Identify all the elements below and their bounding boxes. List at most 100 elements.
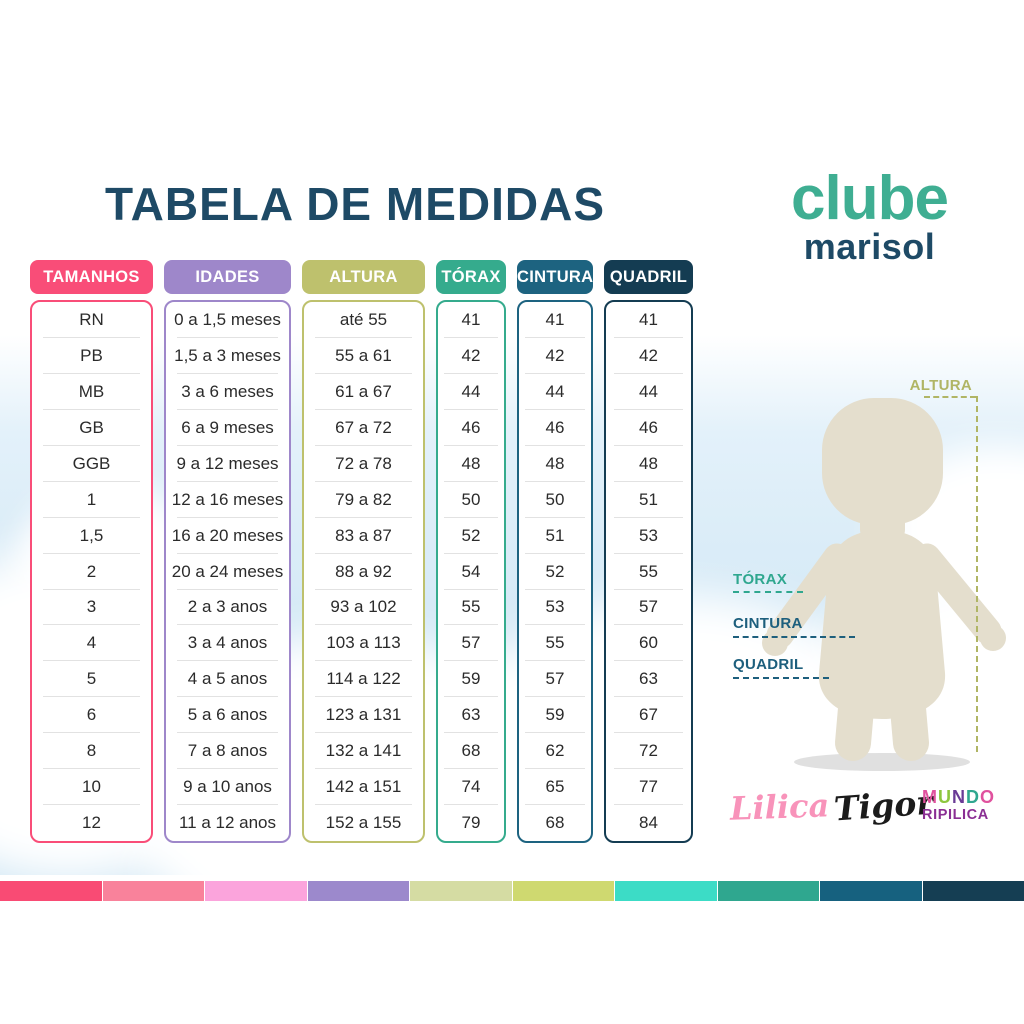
cell-cintura-3: 46 — [519, 410, 591, 446]
cell-altura-5: 79 a 82 — [304, 482, 423, 518]
cell-tamanhos-10: 5 — [32, 661, 151, 698]
figure-label-torax: TÓRAX — [733, 571, 787, 588]
cell-tamanhos-2: MB — [32, 374, 151, 410]
cell-quadril-2: 44 — [606, 374, 691, 410]
bar-segment-7 — [717, 881, 819, 901]
cell-altura-3: 67 a 72 — [304, 410, 423, 446]
cell-quadril-1: 42 — [606, 338, 691, 374]
cell-cintura-11: 59 — [519, 697, 591, 734]
column-body-torax: 41 42 44 46 48 50 52 54 55 57 59 63 68 74 79 — [436, 300, 506, 843]
cell-tamanhos-6: 1,5 — [32, 518, 151, 554]
logo-marisol-text: marisol — [803, 226, 936, 267]
cell-altura-7: 88 a 92 — [304, 554, 423, 590]
cell-cintura-13: 65 — [519, 769, 591, 806]
bar-segment-4 — [410, 881, 512, 901]
brand-mundo-line2: RIPILICA — [922, 807, 989, 823]
cell-tamanhos-0: RN — [32, 302, 151, 338]
cell-cintura-4: 48 — [519, 446, 591, 482]
cell-torax-12: 68 — [438, 733, 504, 770]
cell-cintura-0: 41 — [519, 302, 591, 338]
column-header-idades: IDADES — [164, 260, 291, 294]
cell-tamanhos-8: 3 — [32, 590, 151, 626]
column-body-idades: 0 a 1,5 meses 1,5 a 3 meses 3 a 6 meses 6 a… — [164, 300, 291, 843]
cell-quadril-7: 55 — [606, 554, 691, 590]
cell-tamanhos-3: GB — [32, 410, 151, 446]
column-header-quadril: QUADRIL — [604, 260, 693, 294]
cell-altura-11: 123 a 131 — [304, 697, 423, 734]
cell-torax-3: 46 — [438, 410, 504, 446]
column-body-altura: até 55 55 a 61 61 a 67 67 a 72 72 a 78 79 a 8… — [302, 300, 425, 843]
cell-cintura-1: 42 — [519, 338, 591, 374]
column-idades: IDADES 0 a 1,5 meses 1,5 a 3 meses 3 a 6 me… — [164, 260, 291, 843]
cell-cintura-12: 62 — [519, 733, 591, 770]
brand-lilica-logo: Lilica — [729, 786, 830, 828]
sub-brands: Lilica Tigor MUNDO RIPILICA — [726, 782, 1006, 842]
cell-altura-13: 142 a 151 — [304, 769, 423, 806]
cell-quadril-5: 51 — [606, 482, 691, 518]
cell-tamanhos-11: 6 — [32, 697, 151, 734]
column-quadril: QUADRIL 41 42 44 46 48 51 53 55 57 60 63 67 72 77 84 — [604, 260, 693, 843]
cell-quadril-10: 63 — [606, 661, 691, 698]
cell-altura-1: 55 a 61 — [304, 338, 423, 374]
cell-idades-11: 5 a 6 anos — [166, 697, 289, 734]
cell-tamanhos-12: 8 — [32, 733, 151, 770]
cell-torax-13: 74 — [438, 769, 504, 806]
cell-tamanhos-4: GGB — [32, 446, 151, 482]
cell-torax-8: 55 — [438, 590, 504, 626]
brand-mundo-ripilica-logo: MUNDO RIPILICA — [922, 788, 995, 823]
cell-idades-10: 4 a 5 anos — [166, 661, 289, 698]
cell-idades-5: 12 a 16 meses — [166, 482, 289, 518]
cell-tamanhos-5: 1 — [32, 482, 151, 518]
cell-quadril-8: 57 — [606, 590, 691, 626]
column-header-tamanhos: TAMANHOS — [30, 260, 153, 294]
cell-altura-10: 114 a 122 — [304, 661, 423, 698]
cell-idades-9: 3 a 4 anos — [166, 625, 289, 662]
figure-line-torax — [733, 591, 803, 593]
figure-line-quadril — [733, 677, 829, 679]
bar-segment-2 — [205, 881, 307, 901]
cell-quadril-13: 77 — [606, 769, 691, 806]
cell-idades-2: 3 a 6 meses — [166, 374, 289, 410]
cell-idades-0: 0 a 1,5 meses — [166, 302, 289, 338]
clube-marisol-logo: clube marisol — [762, 164, 977, 267]
cell-idades-12: 7 a 8 anos — [166, 733, 289, 770]
cell-torax-4: 48 — [438, 446, 504, 482]
figure-label-altura: ALTURA — [909, 377, 972, 394]
column-altura: ALTURA até 55 55 a 61 61 a 67 67 a 72 72 a 78… — [302, 260, 425, 843]
cell-torax-5: 50 — [438, 482, 504, 518]
bar-segment-0 — [0, 881, 102, 901]
figure-line-altura-vertical — [976, 396, 978, 752]
brand-mundo-line1: MUNDO — [922, 787, 996, 807]
cell-cintura-14: 68 — [545, 813, 565, 833]
bar-segment-9 — [922, 881, 1024, 901]
cell-quadril-6: 53 — [606, 518, 691, 554]
cell-quadril-11: 67 — [606, 697, 691, 734]
figure-label-cintura: CINTURA — [733, 615, 803, 632]
cell-quadril-12: 72 — [606, 733, 691, 770]
cell-quadril-4: 48 — [606, 446, 691, 482]
cell-cintura-5: 50 — [519, 482, 591, 518]
cell-tamanhos-7: 2 — [32, 554, 151, 590]
logo-clube-text: clube — [791, 164, 949, 233]
bar-segment-8 — [820, 881, 922, 901]
column-body-cintura: 41 42 44 46 48 50 51 52 53 55 57 59 62 65 68 — [517, 300, 593, 843]
cell-tamanhos-1: PB — [32, 338, 151, 374]
cell-quadril-0: 41 — [606, 302, 691, 338]
cell-torax-10: 59 — [438, 661, 504, 698]
column-header-torax: TÓRAX — [436, 260, 506, 294]
cell-cintura-7: 52 — [519, 554, 591, 590]
figure-line-cintura — [733, 636, 855, 638]
cell-cintura-2: 44 — [519, 374, 591, 410]
cell-altura-0: até 55 — [304, 302, 423, 338]
brand-tigor-logo: Tigor — [832, 782, 935, 829]
cell-torax-2: 44 — [438, 374, 504, 410]
cell-tamanhos-14: 12 — [82, 813, 101, 833]
size-table: TAMANHOS RN PB MB GB GGB 1 1,5 2 3 4 5 6 8 10 12 IDADES 0… — [30, 260, 693, 843]
footer-color-bar — [0, 881, 1024, 901]
figure-line-altura — [924, 396, 976, 398]
column-header-cintura: CINTURA — [517, 260, 593, 294]
column-header-altura: ALTURA — [302, 260, 425, 294]
cell-quadril-14: 84 — [639, 813, 658, 833]
cell-altura-8: 93 a 102 — [304, 590, 423, 626]
cell-idades-1: 1,5 a 3 meses — [166, 338, 289, 374]
